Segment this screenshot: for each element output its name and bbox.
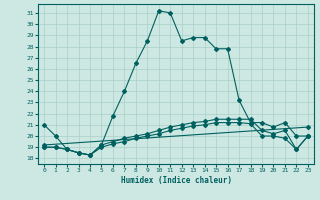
X-axis label: Humidex (Indice chaleur): Humidex (Indice chaleur) — [121, 176, 231, 185]
